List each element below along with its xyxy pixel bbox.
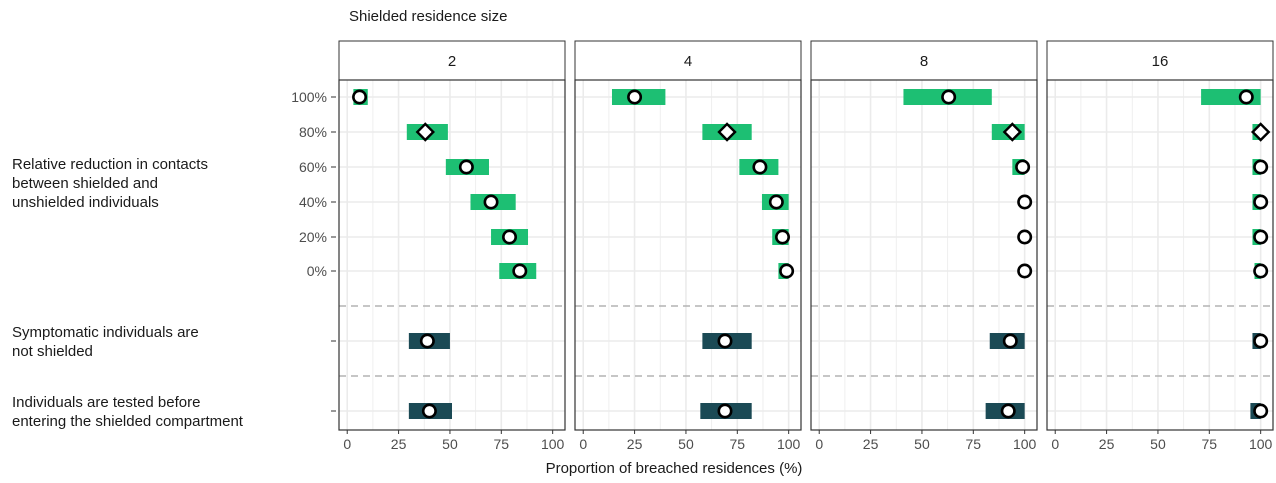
row-group-label-line: not shielded [12,343,93,360]
x-tick-label: 0 [343,436,351,452]
x-tick-label: 75 [1202,436,1218,452]
facet-panel-2: 2 0 25 50 75 100 [338,40,566,452]
point-marker-circle [1253,159,1269,175]
panel-border [810,79,1038,431]
facet-strip [574,40,802,81]
y-tick-label: 100% [291,89,327,105]
facet-strip [810,40,1038,81]
facet-strip-label: 8 [920,53,928,70]
x-tick-label: 25 [627,436,643,452]
facet-strip-label: 16 [1152,53,1169,70]
point-marker-circle [1017,229,1033,245]
facet-panel-8: 8 0 25 50 75 100 [810,40,1038,452]
point-marker-circle [419,333,435,349]
point-marker-diamond [415,122,435,142]
point-marker-circle [768,194,784,210]
point-marker-circle [752,159,768,175]
x-tick-label: 100 [541,436,565,452]
facet-strip-label: 4 [684,53,692,70]
facet-panel-4: 4 0 25 50 75 100 [574,40,802,452]
point-marker-diamond [717,122,737,142]
point-marker-circle [458,159,474,175]
x-tick-label: 75 [730,436,746,452]
y-tick-label: 40% [299,194,327,210]
x-tick-label: 25 [863,436,879,452]
row-group-label-line: entering the shielded compartment [12,413,243,430]
x-axis-title: Proportion of breached residences (%) [545,460,803,477]
x-tick-label: 50 [1150,436,1166,452]
point-marker-circle [1238,89,1254,105]
panel-border [338,79,566,431]
x-tick-label: 100 [1249,436,1273,452]
point-marker-circle [717,403,733,419]
x-tick-label: 75 [966,436,982,452]
point-marker-circle [512,263,528,279]
x-tick-label: 25 [391,436,407,452]
point-marker-circle [1002,333,1018,349]
x-tick-label: 50 [678,436,694,452]
point-marker-circle [1000,403,1016,419]
point-marker-circle [1253,403,1269,419]
panel-border [574,79,802,431]
facet-strip-label: 2 [448,53,456,70]
x-tick-label: 100 [777,436,801,452]
point-marker-circle [352,89,368,105]
point-marker-circle [1253,194,1269,210]
facet-title: Shielded residence size [349,8,508,25]
row-group-label-line: Individuals are tested before [12,394,201,411]
x-tick-label: 50 [442,436,458,452]
y-tick-label: 20% [299,229,327,245]
point-marker-circle [1253,229,1269,245]
x-tick-label: 100 [1013,436,1037,452]
row-group-label-line: Relative reduction in contacts [12,156,208,173]
facet-panel-16: 16 0 25 50 75 100 [1046,40,1274,452]
facet-strip [338,40,566,81]
x-tick-label: 50 [914,436,930,452]
point-marker-circle [775,229,791,245]
point-marker-circle [483,194,499,210]
row-group-label-symptomatic: Symptomatic individuals are not shielded [12,323,199,361]
x-tick-label: 25 [1099,436,1115,452]
x-tick-label: 0 [815,436,823,452]
panel-border [1046,79,1274,431]
point-marker-diamond [1250,122,1271,142]
row-group-label-line: between shielded and [12,175,158,192]
point-marker-circle [779,263,795,279]
y-tick-label: 80% [299,124,327,140]
y-tick-label: 0% [307,263,327,279]
point-marker-circle [1015,159,1031,175]
point-marker-circle [421,403,437,419]
point-marker-circle [1017,194,1033,210]
x-tick-label: 0 [1051,436,1059,452]
row-group-label-contact-reduction: Relative reduction in contacts between s… [12,155,208,212]
point-marker-circle [1017,263,1033,279]
point-marker-circle [941,89,957,105]
x-tick-label: 0 [579,436,587,452]
row-group-label-line: Symptomatic individuals are [12,324,199,341]
x-tick-label: 75 [494,436,510,452]
point-marker-circle [502,229,518,245]
point-marker-diamond [1002,122,1023,142]
row-group-label-tested: Individuals are tested before entering t… [12,393,243,431]
y-tick-label: 60% [299,159,327,175]
point-marker-circle [1253,263,1269,279]
point-marker-circle [627,89,643,105]
row-group-label-line: unshielded individuals [12,194,159,211]
point-marker-circle [1253,333,1269,349]
point-marker-circle [717,333,733,349]
